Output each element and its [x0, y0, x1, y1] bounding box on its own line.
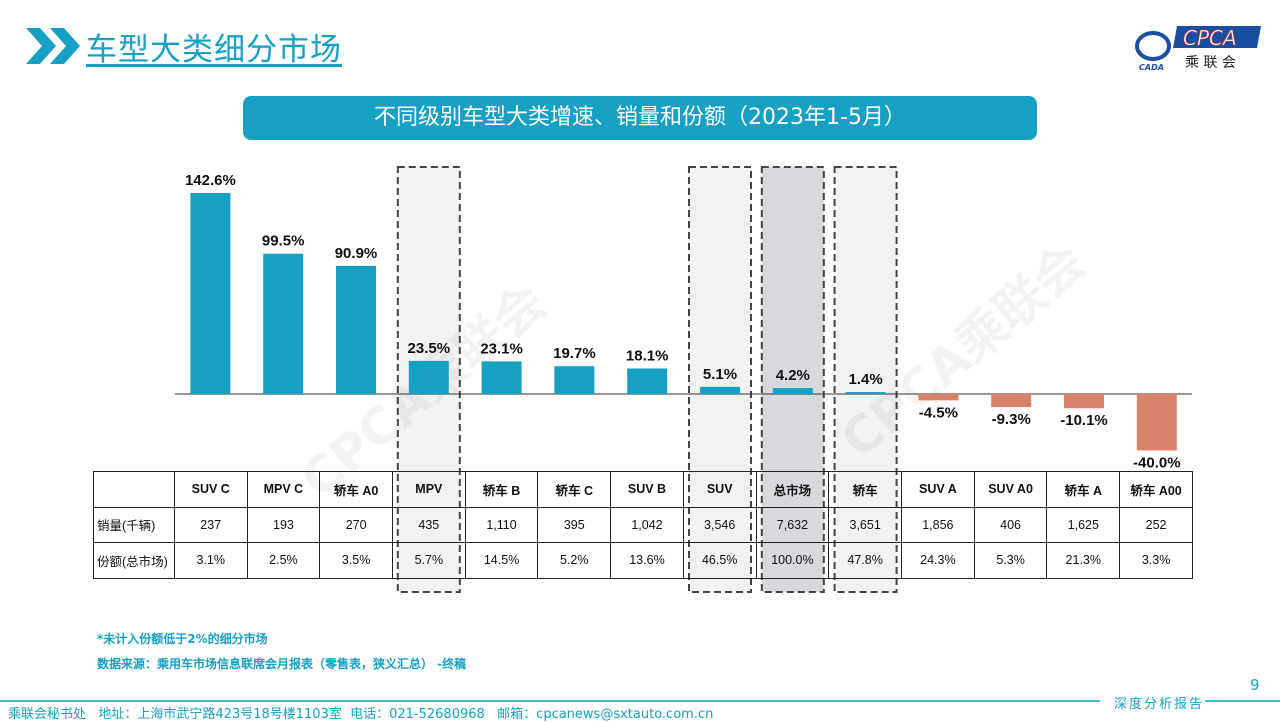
cpca-logo: CADA CPCA 乘 联 会 [1133, 22, 1263, 72]
bar [845, 392, 886, 394]
table-cell: 总市场 [755, 471, 830, 508]
bar [263, 253, 304, 394]
chevron-icon [26, 28, 80, 64]
row-label-sales: 销量(千辆) [93, 506, 175, 543]
bar [991, 394, 1032, 408]
data-table: SUV C MPV C 轿车 A0 MPV 轿车 B 轿车 C SUV B SUV 总市场 轿车 S… [93, 471, 1193, 579]
footnote: *未计入份额低于2%的细分市场 [97, 632, 268, 646]
table-cell: SUV C [173, 471, 248, 508]
table-cell: SUV A0 [973, 471, 1048, 508]
svg-text:CPCA: CPCA [1183, 26, 1237, 50]
table-cell: 1,042 [610, 506, 684, 543]
table-cell: 3,651 [828, 506, 902, 543]
data-label: 23.5% [408, 340, 451, 357]
table-cell: 轿车 [828, 471, 902, 508]
bar [336, 265, 376, 394]
table-cell: 1,110 [464, 506, 539, 543]
table-cell: 5.3% [973, 542, 1048, 579]
table-cell: 270 [319, 506, 393, 543]
table-cell: 轿车 B [464, 471, 539, 508]
report-label: 深度分析报告 [1114, 697, 1205, 712]
table-cell: 3,546 [682, 506, 757, 543]
table-cell: SUV B [610, 471, 684, 508]
table-cell: 435 [391, 506, 466, 543]
table-cell: 395 [537, 506, 612, 543]
data-label: 23.1% [480, 340, 523, 357]
bar [554, 366, 595, 394]
data-label: -4.5% [919, 404, 958, 421]
table-cell: 2.5% [246, 542, 321, 579]
data-label: 5.1% [703, 366, 737, 383]
table-cell: 5.7% [391, 542, 466, 579]
data-label: 90.9% [335, 245, 378, 262]
data-source: 数据来源：乘用车市场信息联席会月报表（零售表，狭义汇总） -终稿 [97, 657, 467, 671]
table-cell: 47.8% [828, 542, 902, 579]
table-cell: 5.2% [537, 542, 612, 579]
table-cell: 21.3% [1046, 542, 1121, 579]
data-label: -40.0% [1133, 454, 1181, 471]
page-title: 车型大类细分市场 [86, 32, 342, 68]
data-label: -9.3% [992, 411, 1031, 428]
svg-text:乘 联 会: 乘 联 会 [1185, 55, 1236, 71]
table-cell: 1,856 [901, 506, 975, 543]
data-label: 99.5% [262, 233, 305, 250]
table-cell: 轿车 A [1046, 471, 1121, 508]
data-label: 19.7% [553, 345, 596, 362]
footer-contact: 乘联会秘书处 地址：上海市武宁路423号18号楼1103室 电话：021-526… [8, 707, 714, 722]
bar [772, 388, 813, 394]
table-cell: MPV [391, 471, 466, 508]
bar [1064, 394, 1104, 409]
table-cell: 100.0% [755, 542, 830, 579]
table-cell: 46.5% [682, 542, 757, 579]
table-cell: 1,625 [1046, 506, 1121, 543]
data-label: 142.6% [185, 172, 236, 189]
table-cell: 14.5% [464, 542, 539, 579]
data-label: 4.2% [776, 367, 810, 384]
table-cell: 24.3% [901, 542, 975, 579]
chart-title: 不同级别车型大类增速、销量和份额（2023年1-5月） [243, 96, 1037, 140]
table-cell: 237 [173, 506, 248, 543]
bar [481, 361, 522, 394]
table-cell: 193 [246, 506, 321, 543]
data-label: -10.1% [1060, 412, 1108, 429]
table-cell: 7,632 [755, 506, 830, 543]
data-label: 18.1% [626, 347, 669, 364]
bar [700, 386, 740, 394]
table-cell: 3.1% [173, 542, 248, 579]
bar [190, 192, 231, 394]
table-cell: 3.3% [1119, 542, 1193, 579]
bar [627, 368, 668, 394]
table-cell: 3.5% [319, 542, 393, 579]
svg-text:CADA: CADA [1139, 63, 1164, 72]
table-cell: MPV C [246, 471, 321, 508]
page-number: 9 [1250, 676, 1260, 694]
table-cell: 406 [973, 506, 1048, 543]
data-label: 1.4% [848, 371, 882, 388]
bar [408, 360, 449, 394]
table-cell: 轿车 C [537, 471, 612, 508]
table-cell: SUV [682, 471, 757, 508]
table-cell: SUV A [901, 471, 975, 508]
bar [918, 394, 959, 401]
table-cell: 轿车 A0 [319, 471, 393, 508]
table-cell: 252 [1119, 506, 1193, 543]
footer-line [0, 700, 1280, 702]
row-label-share: 份额(总市场) [93, 542, 175, 579]
bar [1136, 394, 1177, 451]
table-cell: 轿车 A00 [1119, 471, 1193, 508]
table-cell: 13.6% [610, 542, 684, 579]
